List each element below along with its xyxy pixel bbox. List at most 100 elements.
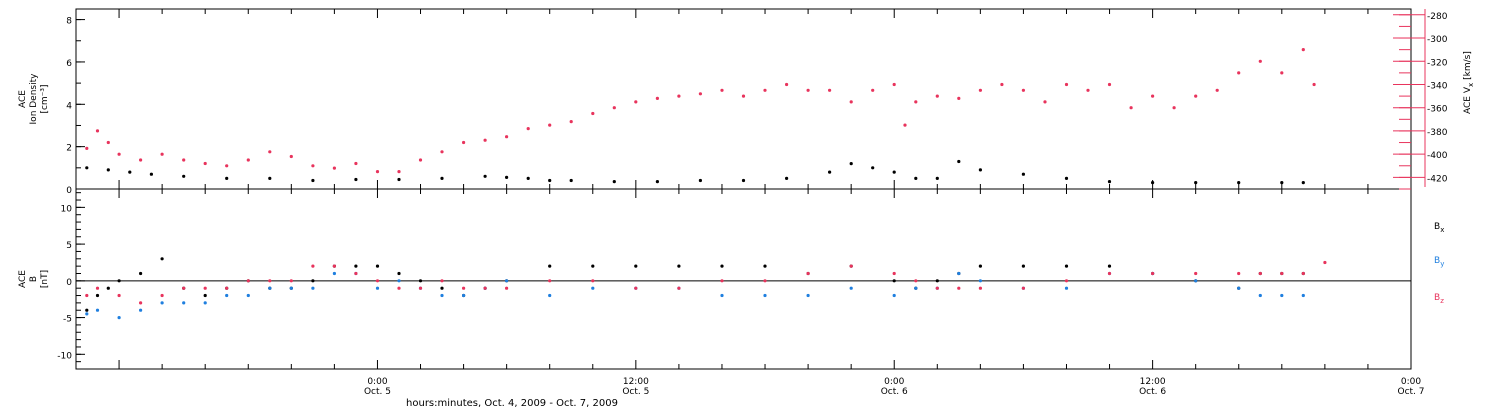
ion-density-point	[892, 170, 896, 174]
bottom-y-tick-label: 5	[66, 241, 72, 251]
top-ylabel-line2: Ion Density	[29, 73, 39, 125]
vx-point	[978, 88, 983, 92]
bx-point	[85, 308, 89, 312]
bz-point	[763, 279, 767, 283]
bz-point	[1064, 279, 1069, 283]
bz-point	[1301, 271, 1305, 276]
vx-point	[763, 88, 767, 92]
bz-point	[268, 279, 272, 283]
bz-point	[634, 286, 638, 290]
by-point	[763, 293, 767, 298]
by-point	[1301, 293, 1305, 298]
top-ylabel-line3: [cm⁻³]	[40, 84, 50, 113]
vx-point	[698, 92, 703, 96]
x-tick-date: Oct. 6	[881, 387, 908, 397]
bottom-y-tick-label: 0	[66, 278, 72, 288]
bz-point	[1107, 271, 1112, 276]
by-point	[95, 308, 100, 312]
vx-point	[957, 96, 961, 100]
bz-point	[483, 286, 487, 290]
ion-density-point	[483, 174, 487, 178]
x-tick-date: Oct. 7	[1397, 387, 1424, 397]
vx-point	[397, 170, 401, 174]
bz-point	[1258, 271, 1262, 276]
x-tick-label: 0:00	[884, 377, 904, 387]
bx-point	[440, 286, 444, 290]
by-point	[1194, 279, 1198, 283]
bx-point	[634, 264, 638, 268]
bz-point	[139, 301, 143, 305]
bz-point	[1021, 286, 1025, 290]
ion-density-point	[828, 170, 832, 174]
vx-point	[806, 88, 810, 92]
bottom-panel-frame	[75, 188, 1412, 370]
vx-point	[375, 170, 380, 174]
bz-point	[203, 286, 207, 290]
by-point	[591, 286, 595, 290]
by-point	[548, 293, 552, 298]
by-point	[182, 301, 186, 305]
bx-point	[591, 264, 595, 268]
vx-point	[1151, 94, 1155, 98]
bx-point	[978, 264, 983, 268]
bz-point	[1323, 260, 1327, 265]
vx-point	[1194, 94, 1198, 98]
vx-point	[1301, 48, 1305, 52]
bx-point	[311, 279, 315, 283]
ion-density-point	[871, 166, 875, 170]
bx-point	[677, 264, 681, 268]
vx-point	[526, 127, 530, 131]
vx-point	[95, 129, 100, 133]
vx-point	[1107, 82, 1112, 87]
top-y-tick-label: 6	[66, 59, 72, 69]
vx-point	[139, 158, 143, 162]
top-ylabel-line1: ACE	[18, 90, 28, 108]
bx-point	[418, 279, 423, 283]
bz-point	[1194, 271, 1198, 276]
vx-point	[1312, 82, 1316, 87]
legend-by-main: B	[1434, 256, 1440, 266]
by-point	[139, 308, 143, 312]
top-y2-tick-label: -420	[1427, 174, 1448, 184]
by-point	[505, 279, 509, 283]
by-point	[720, 293, 724, 298]
bz-point	[440, 279, 444, 283]
legend-bz-sub: z	[1440, 297, 1444, 305]
legend-bz: Bz	[1434, 293, 1444, 305]
vx-point	[311, 164, 315, 168]
vx-point	[1172, 106, 1176, 110]
vx-point	[117, 152, 121, 156]
legend-by-sub: y	[1440, 260, 1444, 268]
by-point	[1280, 293, 1284, 298]
svg-text:ACE Vx[km/s]: ACE Vx [km/s]	[1463, 51, 1475, 114]
by-point	[117, 316, 121, 320]
by-point	[914, 286, 918, 290]
by-point	[397, 279, 401, 283]
bx-point	[139, 271, 143, 276]
vx-point	[462, 140, 466, 145]
top-y2-tick-label: -400	[1427, 151, 1448, 161]
x-axis-label: hours:minutes, Oct. 4, 2009 - Oct. 7, 20…	[406, 398, 618, 409]
bz-point	[95, 286, 100, 290]
bx-point	[548, 264, 552, 268]
bz-point	[914, 279, 918, 283]
ion-density-point	[655, 180, 660, 184]
data-layer	[85, 48, 1327, 320]
ion-density-point	[569, 178, 573, 183]
by-point	[1237, 286, 1241, 290]
bz-point	[182, 286, 186, 290]
by-point	[246, 293, 250, 298]
ion-density-point	[935, 176, 939, 180]
by-point	[375, 286, 380, 290]
bz-point	[677, 286, 681, 290]
ion-density-point	[1107, 180, 1112, 184]
vx-point	[418, 158, 423, 162]
bz-point	[160, 293, 164, 298]
vx-point	[246, 158, 250, 162]
ion-density-point	[849, 162, 853, 166]
ion-density-point	[1021, 172, 1025, 176]
ticks-layer	[75, 9, 1426, 370]
ion-density-point	[978, 168, 983, 172]
vx-point	[892, 82, 896, 87]
